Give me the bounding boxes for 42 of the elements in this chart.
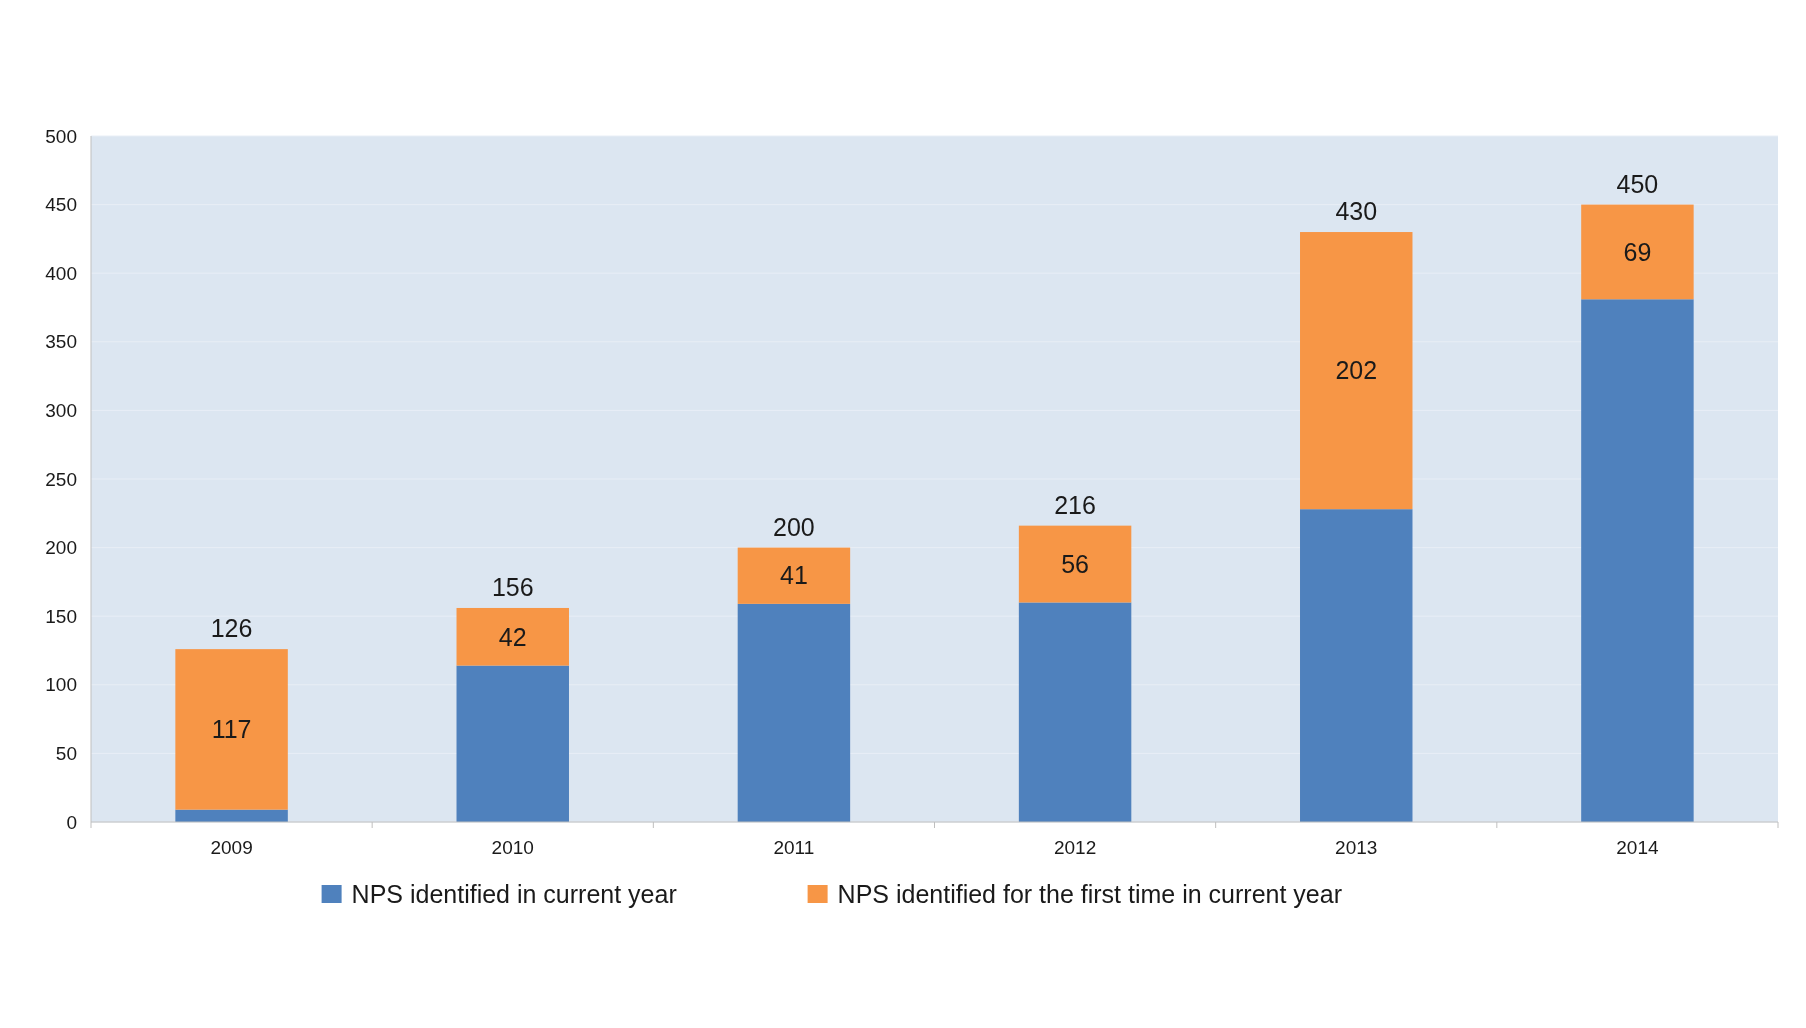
data-label: 69 [1623, 237, 1652, 266]
y-tick-label: 450 [45, 194, 77, 216]
x-tick-label: 2009 [210, 837, 253, 858]
data-label: 202 [1335, 356, 1378, 385]
data-label: 41 [780, 561, 808, 590]
bar [737, 603, 851, 822]
bar [1300, 232, 1413, 510]
x-tick-label: 2014 [1616, 837, 1659, 858]
legend-label: NPS identified for the first time in current year [837, 879, 1342, 908]
y-tick-label: 350 [45, 331, 77, 353]
bar [456, 665, 569, 822]
y-tick-label: 0 [66, 811, 77, 833]
y-tick-label: 500 [45, 125, 77, 147]
y-tick-label: 100 [45, 674, 77, 696]
bar [1018, 525, 1132, 603]
x-tick-label: 2012 [1053, 837, 1097, 858]
data-label: 56 [1061, 549, 1089, 578]
total-label: 430 [1335, 197, 1378, 226]
y-tick-label: 400 [45, 262, 77, 284]
y-tick-label: 200 [45, 537, 77, 559]
bar [1581, 299, 1694, 822]
total-label: 200 [773, 512, 815, 541]
data-label: 117 [211, 715, 252, 744]
y-tick-label: 300 [45, 400, 77, 422]
total-label: 126 [210, 614, 253, 643]
data-label: 42 [498, 622, 527, 651]
bar [456, 607, 569, 666]
legend-label: NPS identified in current year [351, 879, 677, 908]
y-tick-label: 150 [45, 605, 77, 627]
total-label: 450 [1616, 169, 1659, 198]
y-tick-label: 50 [55, 743, 77, 765]
total-label: 156 [491, 572, 534, 601]
bar [175, 649, 288, 810]
x-tick-label: 2013 [1335, 837, 1378, 858]
bar [1300, 509, 1413, 822]
x-tick-label: 2010 [491, 837, 534, 858]
bar [1581, 204, 1694, 300]
bar [737, 547, 851, 604]
bar [1018, 602, 1132, 822]
total-label: 216 [1054, 490, 1096, 519]
x-tick-label: 2011 [773, 837, 815, 858]
y-tick-label: 250 [45, 468, 77, 490]
